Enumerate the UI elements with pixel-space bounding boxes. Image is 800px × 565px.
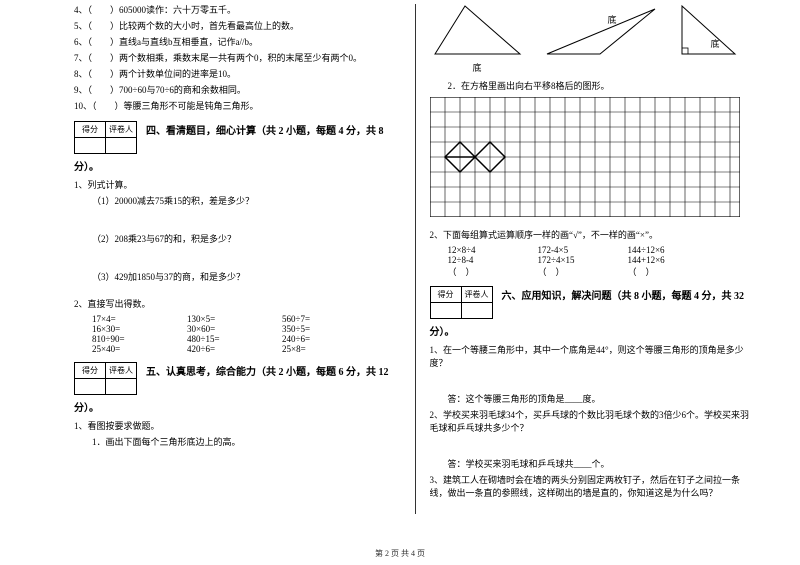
- tf-item: 4、（ ）605000读作：六十万零五千。: [74, 4, 401, 17]
- grid-figure: [430, 97, 757, 219]
- q2-title: 2、下面每组算式运算顺序一样的画“√”，不一样的画“×”。: [430, 229, 757, 242]
- left-column: 4、（ ）605000读作：六十万零五千。 5、（ ）比较两个数的大小时，首先看…: [60, 4, 415, 540]
- calc1-item: （3）429加1850与37的商，和是多少？: [74, 271, 401, 284]
- q2-rows: 12×8÷4172-4×5144÷12×6 12÷8-4172÷4×15144+…: [430, 245, 757, 278]
- grader-label: 评卷人: [105, 362, 137, 379]
- q5-2: 2．在方格里画出向右平移8格后的图形。: [430, 80, 757, 93]
- app-q2: 2、学校买来羽毛球34个，买乒乓球的个数比羽毛球个数的3倍少6个。学校买来羽毛球…: [430, 409, 757, 435]
- grader-label: 评卷人: [461, 286, 493, 303]
- tf-item: 7、（ ）两个数相乘，乘数末尾一共有两个0，积的末尾至少有两个0。: [74, 52, 401, 65]
- score-label: 得分: [430, 286, 462, 303]
- score-box-4: 得分 评卷人 四、看清题目，细心计算（共 2 小题，每题 4 分，共 8: [74, 121, 401, 138]
- grader-blank: [105, 378, 137, 395]
- calc-cell: 810÷90=: [92, 334, 187, 344]
- calc1-item: （2）208乘23与67的和，积是多少？: [74, 233, 401, 246]
- base-label: 底: [430, 61, 525, 74]
- calc-cell: 16×30=: [92, 324, 187, 334]
- q5-1: 1、看图按要求做题。: [74, 420, 401, 433]
- score-box-6b: [430, 302, 757, 319]
- page-footer: 第 2 页 共 4 页: [0, 548, 800, 559]
- section-5-title: 五、认真思考，综合能力（共 2 小题，每题 6 分，共 12: [146, 363, 389, 378]
- fen-label: 分）。: [74, 158, 401, 173]
- expr: 12÷8-4: [448, 255, 538, 265]
- calc2-grid: 17×4=130×5=560÷7= 16×30=30×60=350÷5= 810…: [74, 314, 401, 354]
- score-blank: [74, 137, 106, 154]
- calc-cell: 350÷5=: [282, 324, 377, 334]
- expr: （ ）: [448, 265, 538, 278]
- calc-cell: 420÷6=: [187, 344, 282, 354]
- calc1-title: 1、列式计算。: [74, 179, 401, 192]
- calc-cell: 17×4=: [92, 314, 187, 324]
- grader-label: 评卷人: [105, 121, 137, 138]
- score-blank: [74, 378, 106, 395]
- calc-cell: 130×5=: [187, 314, 282, 324]
- fen-label: 分）。: [74, 399, 401, 414]
- grader-blank: [461, 302, 493, 319]
- calc-cell: 25×40=: [92, 344, 187, 354]
- app-q2-ans: 答：学校买来羽毛球和乒乓球共____个。: [430, 458, 757, 471]
- expr: 172-4×5: [538, 245, 628, 255]
- grader-blank: [105, 137, 137, 154]
- triangle-acute-icon: [430, 4, 525, 59]
- triangle-right-icon: [680, 4, 740, 59]
- grid-icon: [430, 97, 740, 217]
- expr: 144+12×6: [628, 255, 718, 265]
- tf-item: 5、（ ）比较两个数的大小时，首先看最高位上的数。: [74, 20, 401, 33]
- app-q1-ans: 答：这个等腰三角形的顶角是____度。: [430, 393, 757, 406]
- base-label: 底: [555, 13, 670, 26]
- expr: （ ）: [628, 265, 718, 278]
- page: 4、（ ）605000读作：六十万零五千。 5、（ ）比较两个数的大小时，首先看…: [0, 0, 800, 540]
- score-box-6: 得分 评卷人 六、应用知识，解决问题（共 8 小题，每题 4 分，共 32: [430, 286, 757, 303]
- section-6-title: 六、应用知识，解决问题（共 8 小题，每题 4 分，共 32: [502, 287, 745, 302]
- expr: 144÷12×6: [628, 245, 718, 255]
- tf-item: 8、（ ）两个计数单位间的进率是10。: [74, 68, 401, 81]
- expr: 12×8÷4: [448, 245, 538, 255]
- fen-label: 分）。: [430, 323, 757, 338]
- score-box-4b: [74, 137, 401, 154]
- section-4-title: 四、看清题目，细心计算（共 2 小题，每题 4 分，共 8: [146, 122, 384, 137]
- score-label: 得分: [74, 362, 106, 379]
- calc2-title: 2、直接写出得数。: [74, 298, 401, 311]
- calc-cell: 560÷7=: [282, 314, 377, 324]
- calc1-item: （1）20000减去75乘15的积，差是多少？: [74, 195, 401, 208]
- calc-cell: 480÷15=: [187, 334, 282, 344]
- tf-item: 9、（ ）700÷60与70÷6的商和余数相同。: [74, 84, 401, 97]
- tf-item: 10、（ ）等腰三角形不可能是钝角三角形。: [74, 100, 401, 113]
- calc-cell: 240÷6=: [282, 334, 377, 344]
- score-label: 得分: [74, 121, 106, 138]
- calc-cell: 25×8=: [282, 344, 377, 354]
- score-box-5b: [74, 378, 401, 395]
- score-blank: [430, 302, 462, 319]
- expr: （ ）: [538, 265, 628, 278]
- base-label: 底: [640, 37, 720, 50]
- app-q1: 1、在一个等腰三角形中，其中一个底角是44°，则这个等腰三角形的顶角是多少度？: [430, 344, 757, 370]
- score-box-5: 得分 评卷人 五、认真思考，综合能力（共 2 小题，每题 6 分，共 12: [74, 362, 401, 379]
- tf-item: 6、（ ）直线a与直线b互相垂直，记作a//b。: [74, 36, 401, 49]
- app-q3: 3、建筑工人在砌墙时会在墙的两头分别固定两枚钉子，然后在钉子之间拉一条线，做出一…: [430, 474, 757, 500]
- q5-1a: 1．画出下面每个三角形底边上的高。: [74, 436, 401, 449]
- calc-cell: 30×60=: [187, 324, 282, 334]
- expr: 172÷4×15: [538, 255, 628, 265]
- right-column: 底 底 底 2．在方格里画出向右平移8格后的图形。 2、下面每组算式运算顺序一样…: [416, 4, 771, 540]
